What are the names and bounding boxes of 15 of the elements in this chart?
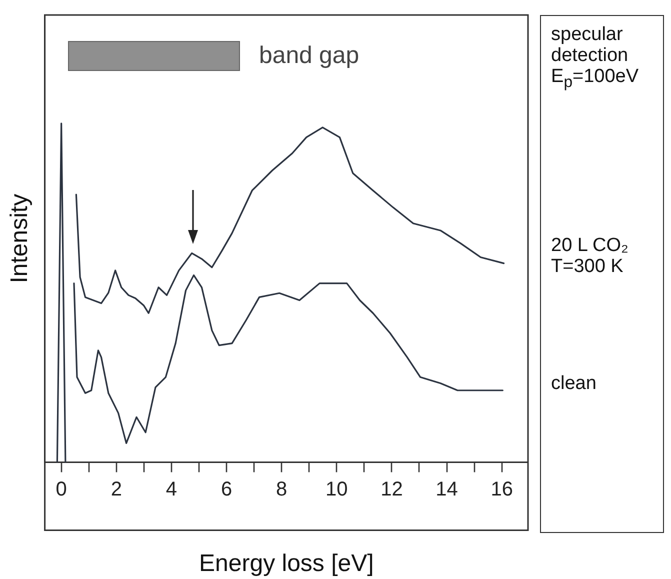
text: clean	[551, 372, 598, 394]
x-tick-label: 10	[326, 478, 348, 501]
y-axis-title: Intensity	[6, 194, 34, 284]
x-tick-label: 0	[56, 478, 67, 501]
x-tick-label: 12	[380, 478, 403, 501]
x-tick-label: 4	[166, 478, 178, 501]
text: specular detection E$_{p}$=100eV	[551, 24, 640, 93]
x-tick-label: 6	[220, 478, 232, 501]
x-tick-label: 2	[110, 478, 122, 501]
text: 20 L CO₂ T=300 K	[551, 235, 630, 278]
x-axis-title: Energy loss [eV]	[199, 550, 374, 578]
x-tick-label: 16	[490, 478, 513, 501]
text: band gap	[259, 42, 360, 70]
x-tick-label: 14	[436, 478, 458, 501]
x-tick-label: 8	[276, 478, 288, 501]
